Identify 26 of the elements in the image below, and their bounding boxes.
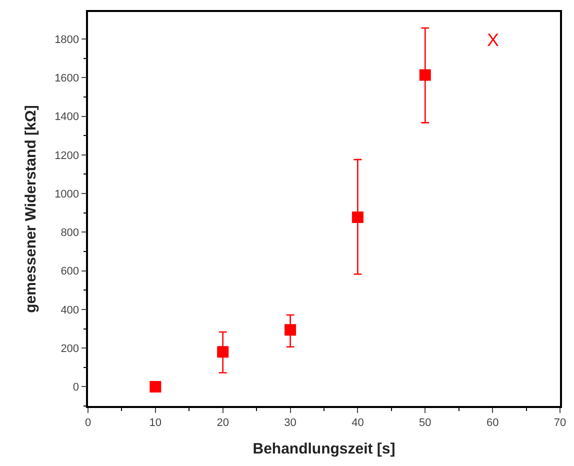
point: [352, 212, 364, 224]
x-tick-label: 10: [149, 416, 162, 429]
x-axis-title: Behandlungszeit [s]: [252, 440, 396, 458]
y-tick-label: 400: [60, 304, 80, 316]
y-axis-title: gemessener Widerstand [kΩ]: [22, 105, 40, 313]
point: [150, 380, 162, 392]
x-tick-label: 70: [554, 416, 566, 429]
y-tick-label: 200: [60, 342, 80, 355]
x-tick-label: 50: [419, 416, 432, 429]
y-tick-label: 1000: [54, 188, 80, 200]
y-tick-label: 1400: [54, 111, 80, 124]
x-tick-label: 30: [284, 416, 296, 429]
y-tick-label: 0: [72, 382, 80, 394]
x-tick-label: 20: [216, 416, 229, 429]
y-tick-label: 1800: [54, 34, 80, 46]
point: [217, 346, 229, 358]
y-tick-label: 600: [60, 266, 80, 278]
x-tick-label: 40: [352, 416, 364, 429]
y-tick-label: 1200: [54, 150, 80, 162]
y-tick-label: 1600: [54, 72, 80, 85]
annotation: X: [487, 30, 500, 50]
x-tick-label: 60: [486, 416, 499, 429]
point: [284, 324, 296, 336]
x-tick-label: 0: [84, 416, 92, 429]
point: [419, 69, 431, 81]
y-tick-label: 800: [60, 227, 80, 240]
